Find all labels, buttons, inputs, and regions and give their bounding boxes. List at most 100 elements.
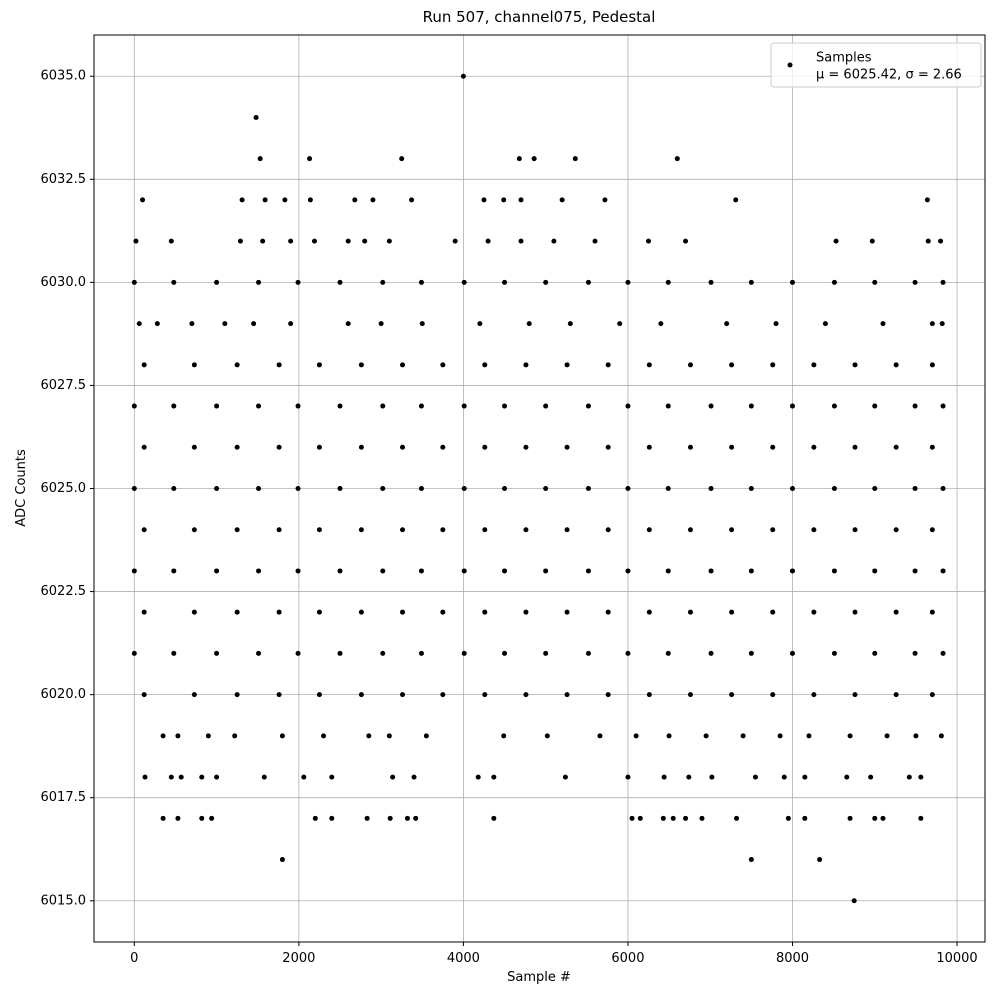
legend-note: μ = 6025.42, σ = 2.66 bbox=[816, 68, 962, 83]
point bbox=[564, 362, 570, 368]
point bbox=[670, 815, 676, 821]
x-tick-label: 8000 bbox=[776, 951, 809, 966]
point bbox=[543, 650, 549, 656]
point bbox=[625, 403, 631, 409]
point bbox=[234, 444, 240, 450]
point bbox=[729, 527, 735, 533]
point bbox=[380, 486, 386, 491]
x-tick-label: 6000 bbox=[611, 951, 644, 966]
point bbox=[543, 279, 549, 285]
point bbox=[729, 692, 735, 698]
point bbox=[831, 486, 837, 491]
point bbox=[748, 403, 754, 409]
point bbox=[924, 197, 930, 203]
legend-marker bbox=[787, 62, 793, 68]
x-axis-label: Sample # bbox=[507, 970, 571, 985]
point bbox=[847, 815, 853, 821]
point bbox=[400, 527, 406, 533]
point bbox=[770, 527, 776, 533]
point bbox=[674, 156, 680, 162]
y-tick-label: 6035.0 bbox=[41, 69, 87, 84]
point bbox=[687, 609, 693, 615]
point bbox=[912, 568, 918, 574]
point bbox=[178, 774, 184, 780]
x-tick-label: 4000 bbox=[447, 951, 480, 966]
point bbox=[852, 362, 858, 368]
point bbox=[518, 197, 524, 203]
point bbox=[518, 238, 524, 244]
point bbox=[234, 692, 240, 698]
point bbox=[748, 650, 754, 656]
point bbox=[543, 568, 549, 574]
point bbox=[523, 609, 529, 615]
point bbox=[572, 156, 578, 162]
point bbox=[253, 114, 259, 120]
point bbox=[191, 362, 197, 368]
point bbox=[404, 815, 410, 821]
point bbox=[366, 733, 372, 739]
point bbox=[400, 362, 406, 368]
point bbox=[191, 692, 197, 698]
point bbox=[418, 568, 424, 574]
point bbox=[748, 857, 754, 863]
point bbox=[222, 321, 228, 327]
point bbox=[234, 527, 240, 533]
point bbox=[142, 774, 148, 780]
point bbox=[629, 815, 635, 821]
legend: Samples μ = 6025.42, σ = 2.66 bbox=[770, 42, 982, 88]
point bbox=[131, 486, 137, 491]
point bbox=[399, 156, 405, 162]
point bbox=[475, 774, 481, 780]
point bbox=[329, 774, 335, 780]
point bbox=[773, 321, 779, 327]
point bbox=[133, 238, 139, 244]
point bbox=[352, 197, 358, 203]
point bbox=[141, 609, 147, 615]
point bbox=[256, 279, 262, 285]
point bbox=[912, 403, 918, 409]
point bbox=[777, 733, 783, 739]
point bbox=[452, 238, 458, 244]
y-tick-label: 6025.0 bbox=[41, 481, 87, 496]
point bbox=[646, 238, 652, 244]
point bbox=[940, 650, 946, 656]
point bbox=[585, 486, 591, 491]
point bbox=[605, 527, 611, 533]
y-tick-label: 6027.5 bbox=[41, 378, 87, 393]
point bbox=[748, 486, 754, 491]
point bbox=[423, 733, 429, 739]
point bbox=[279, 733, 285, 739]
point bbox=[940, 486, 946, 491]
point bbox=[209, 815, 215, 821]
point bbox=[523, 444, 529, 450]
point bbox=[724, 321, 730, 327]
point bbox=[585, 650, 591, 656]
point bbox=[733, 197, 739, 203]
point bbox=[461, 486, 467, 491]
point bbox=[893, 609, 899, 615]
point bbox=[160, 733, 166, 739]
point bbox=[811, 609, 817, 615]
point bbox=[232, 733, 238, 739]
point bbox=[362, 238, 368, 244]
x-tick-label: 10000 bbox=[936, 951, 977, 966]
point bbox=[770, 444, 776, 450]
x-tick-label: 2000 bbox=[282, 951, 315, 966]
point bbox=[789, 279, 795, 285]
point bbox=[131, 650, 137, 656]
point bbox=[316, 527, 322, 533]
point bbox=[912, 650, 918, 656]
point bbox=[585, 279, 591, 285]
point bbox=[171, 568, 177, 574]
point bbox=[482, 692, 488, 698]
point bbox=[358, 362, 364, 368]
point bbox=[477, 321, 483, 327]
point bbox=[482, 362, 488, 368]
point bbox=[817, 857, 823, 863]
point bbox=[337, 403, 343, 409]
point bbox=[602, 197, 608, 203]
point bbox=[585, 403, 591, 409]
point bbox=[481, 197, 487, 203]
point bbox=[482, 609, 488, 615]
point bbox=[929, 321, 935, 327]
